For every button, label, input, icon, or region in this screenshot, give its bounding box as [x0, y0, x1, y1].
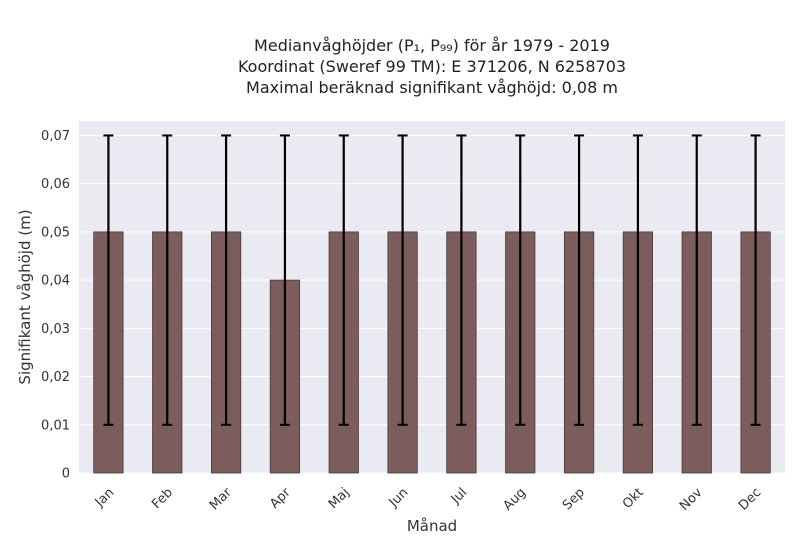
chart-title-line: Maximal beräknad signifikant våghöjd: 0,…	[246, 78, 618, 97]
error-bar	[574, 134, 585, 426]
error-bar	[221, 134, 232, 426]
x-tick-label: Okt	[620, 485, 647, 512]
x-tick-label: Dec	[736, 485, 764, 513]
y-tick-label: 0,07	[41, 129, 70, 144]
y-tick-label: 0,01	[41, 418, 70, 433]
error-bar	[691, 134, 702, 426]
y-tick-label: 0,02	[41, 370, 70, 385]
error-bar	[750, 134, 761, 426]
error-bar	[456, 134, 467, 426]
x-tick-label: Aug	[501, 485, 530, 514]
error-bars	[103, 134, 761, 426]
y-tick-label: 0,03	[41, 322, 70, 337]
error-bar	[632, 134, 643, 426]
y-axis-ticks: 0 0,01 0,02 0,03 0,04 0,05 0,06 0,07	[41, 129, 70, 482]
error-bar	[515, 134, 526, 426]
x-tick-label: Feb	[149, 485, 176, 512]
x-tick-label: Sep	[560, 485, 588, 513]
x-axis-label: Månad	[407, 517, 457, 535]
x-tick-label: Maj	[326, 485, 353, 512]
error-bar	[338, 134, 349, 426]
y-tick-label: 0,05	[41, 225, 70, 240]
y-tick-label: 0,04	[41, 274, 70, 289]
plot-area	[79, 121, 785, 473]
y-axis-label: Signifikant våghöjd (m)	[16, 209, 34, 384]
chart-title: Medianvåghöjder (P₁, P₉₉) för år 1979 - …	[238, 36, 626, 97]
x-tick-label: Jun	[386, 485, 412, 511]
chart-title-line: Koordinat (Sweref 99 TM): E 371206, N 62…	[238, 57, 626, 76]
x-tick-label: Nov	[677, 485, 706, 514]
x-tick-label: Jul	[448, 485, 470, 507]
x-tick-label: Jan	[92, 485, 117, 510]
error-bar	[397, 134, 408, 426]
x-tick-label: Apr	[267, 485, 294, 512]
error-bar	[279, 134, 290, 426]
y-tick-label: 0	[62, 467, 70, 482]
y-tick-label: 0,06	[41, 177, 70, 192]
gridlines	[79, 134, 785, 474]
error-bar	[103, 134, 114, 426]
x-axis-ticks: Jan Feb Mar Apr Maj Jun Jul Aug Sep Okt Nov Dec	[92, 485, 765, 514]
error-bar	[162, 134, 173, 426]
chart-title-line: Medianvåghöjder (P₁, P₉₉) för år 1979 - …	[254, 36, 610, 55]
x-tick-label: Mar	[207, 485, 235, 513]
